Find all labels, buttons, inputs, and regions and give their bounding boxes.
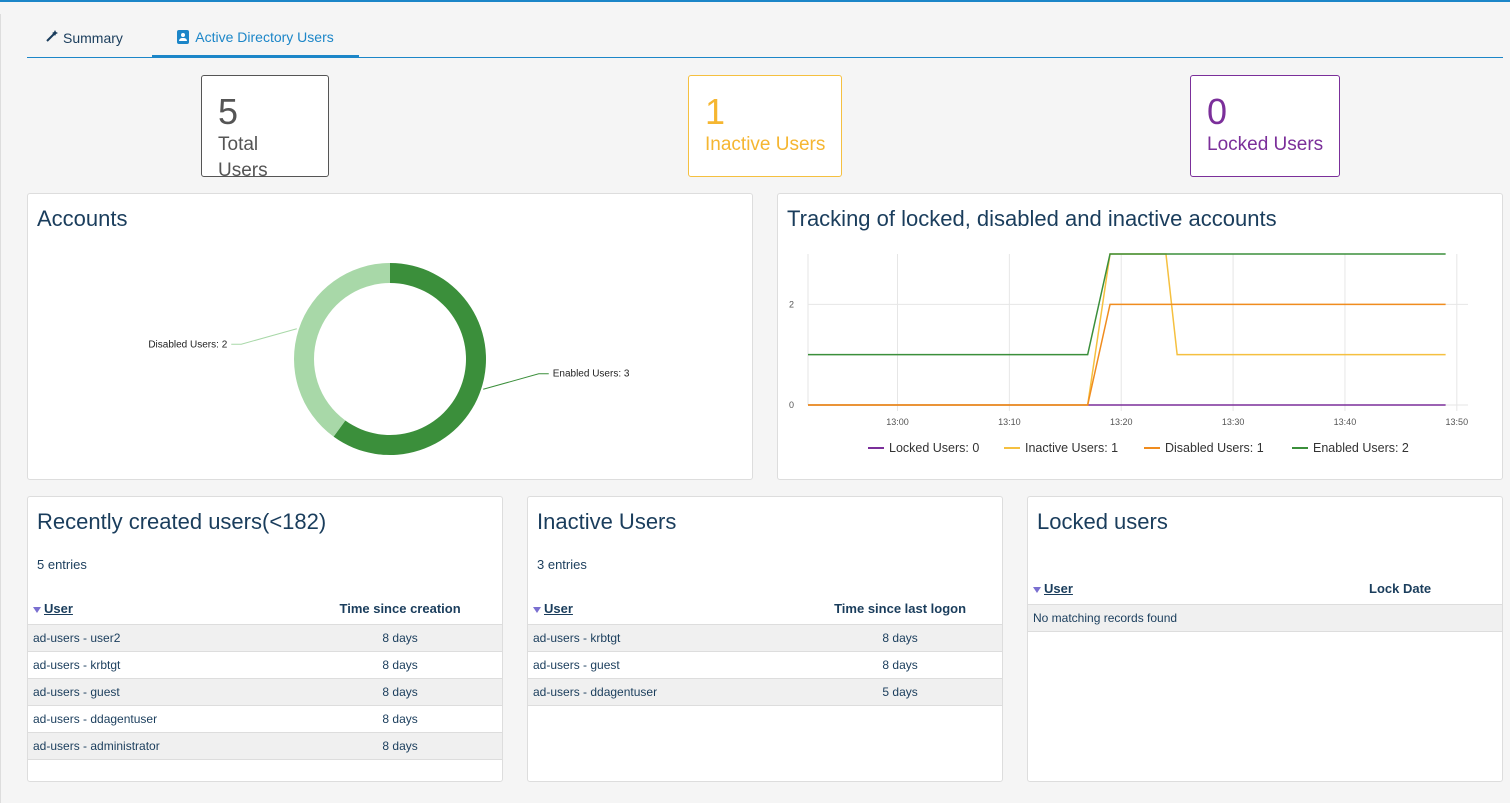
user-cell: ad-users - ddagentuser (28, 705, 299, 733)
accounts-donut-chart: Enabled Users: 3 Disabled Users: 2 (148, 263, 630, 455)
locked-users-panel: Locked users User Lock Date No matching … (1027, 496, 1503, 782)
tab-active-directory-users-label: Active Directory Users (195, 28, 334, 45)
disabled-users-leader (231, 328, 297, 345)
x-tick-label: 13:30 (1222, 417, 1245, 427)
tab-active-directory-users[interactable]: Active Directory Users (152, 18, 359, 58)
locked-users-title: Locked users (1037, 509, 1168, 534)
accounts-panel: Accounts Enabled Users: 3 Disabled Users:… (27, 193, 753, 480)
x-tick-label: 13:00 (886, 417, 909, 427)
inactive-users-panel: Inactive Users 3 entries User Time since… (527, 496, 1003, 782)
user-column-header[interactable]: User (1028, 574, 1299, 605)
user-cell: ad-users - user2 (28, 624, 299, 652)
locked-users-label: Locked Users (1207, 134, 1324, 155)
legend-item: Disabled Users: 1 (1165, 441, 1264, 455)
left-border (0, 14, 1, 803)
table-row[interactable]: ad-users - user2 8 days (28, 624, 502, 652)
user-cell: ad-users - krbtgt (528, 624, 799, 652)
total-users-label: Total Users (218, 134, 268, 181)
enabled-users-leader (483, 373, 549, 390)
time-cell: 8 days (298, 651, 502, 679)
disabled-users-label: Disabled Users: 2 (148, 339, 227, 350)
total-users-value: 5 (218, 91, 239, 132)
table-row[interactable]: ad-users - ddagentuser 5 days (528, 678, 1002, 706)
time-cell: 8 days (798, 651, 1002, 679)
sort-desc-icon (533, 606, 541, 613)
locked-users-card: 0 Locked Users (1190, 75, 1340, 177)
recent-users-title: Recently created users(<182) (37, 509, 327, 534)
enabled-users-slice (333, 263, 486, 455)
inactive-users-entries: 3 entries (537, 557, 587, 572)
time-cell: 8 days (298, 732, 502, 760)
sort-desc-icon (33, 606, 41, 613)
time-since-creation-header[interactable]: Time since creation (298, 594, 502, 625)
recent-users-panel: Recently created users(<182) 5 entries U… (27, 496, 503, 782)
inactive-users-label: Inactive Users (705, 134, 826, 155)
magic-wand-icon (45, 30, 58, 46)
x-tick-label: 13:40 (1334, 417, 1357, 427)
x-tick-label: 13:50 (1446, 417, 1469, 427)
user-cell: ad-users - guest (528, 651, 799, 679)
disabled-users-line (808, 303, 1446, 406)
table-row[interactable]: ad-users - krbtgt 8 days (528, 624, 1002, 652)
inactive-users-line (808, 253, 1446, 406)
tracking-line-chart: 13:00 13:10 13:20 13:30 13:40 13:50 0 2 Locked U… (789, 253, 1469, 455)
user-column-header[interactable]: User (528, 594, 799, 625)
sort-desc-icon (1033, 586, 1041, 593)
time-cell: 5 days (798, 678, 1002, 706)
user-card-icon (177, 29, 190, 44)
user-cell: ad-users - ddagentuser (528, 678, 799, 706)
tab-summary[interactable]: Summary (45, 18, 123, 58)
tab-bar: Summary Active Directory Users (27, 18, 1503, 58)
accounts-title: Accounts (37, 206, 128, 231)
inactive-users-table: User Time since last logon ad-users - kr… (528, 594, 1002, 706)
inactive-users-value: 1 (705, 91, 726, 132)
tracking-panel: Tracking of locked, disabled and inactiv… (777, 193, 1503, 480)
locked-users-table: User Lock Date No matching records found (1028, 574, 1502, 632)
x-tick-label: 13:10 (998, 417, 1021, 427)
inactive-users-title: Inactive Users (537, 509, 677, 534)
legend-item: Locked Users: 0 (889, 441, 979, 455)
legend-item: Inactive Users: 1 (1025, 441, 1118, 455)
table-row[interactable]: ad-users - ddagentuser 8 days (28, 705, 502, 733)
time-cell: 8 days (298, 705, 502, 733)
inactive-users-card: 1 Inactive Users (688, 75, 842, 177)
top-accent-line (0, 0, 1510, 2)
tracking-title: Tracking of locked, disabled and inactiv… (787, 206, 1277, 231)
recent-users-entries: 5 entries (37, 557, 87, 572)
recent-users-table: User Time since creation ad-users - user… (28, 594, 502, 760)
lock-date-header[interactable]: Lock Date (1298, 574, 1502, 605)
chart-grid (807, 254, 1468, 411)
user-cell: ad-users - administrator (28, 732, 299, 760)
y-tick-label: 0 (789, 400, 794, 410)
time-cell: 8 days (798, 624, 1002, 652)
time-cell: 8 days (298, 678, 502, 706)
user-cell: ad-users - guest (28, 678, 299, 706)
user-column-header[interactable]: User (28, 594, 299, 625)
legend-item: Enabled Users: 2 (1313, 441, 1409, 455)
total-users-card: 5 Total Users (201, 75, 329, 181)
no-records-message: No matching records found (1028, 604, 1502, 632)
table-row[interactable]: ad-users - administrator 8 days (28, 732, 502, 760)
enabled-users-label: Enabled Users: 3 (553, 369, 630, 380)
disabled-users-slice (293, 263, 390, 437)
table-row[interactable]: ad-users - guest 8 days (28, 678, 502, 706)
time-since-last-logon-header[interactable]: Time since last logon (798, 594, 1002, 625)
table-row[interactable]: ad-users - guest 8 days (528, 651, 1002, 679)
x-tick-label: 13:20 (1110, 417, 1133, 427)
time-cell: 8 days (298, 624, 502, 652)
tab-summary-label: Summary (63, 30, 123, 46)
enabled-users-line (808, 253, 1446, 356)
locked-users-value: 0 (1207, 91, 1228, 132)
user-cell: ad-users - krbtgt (28, 651, 299, 679)
y-tick-label: 2 (789, 299, 794, 309)
table-row[interactable]: ad-users - krbtgt 8 days (28, 651, 502, 679)
